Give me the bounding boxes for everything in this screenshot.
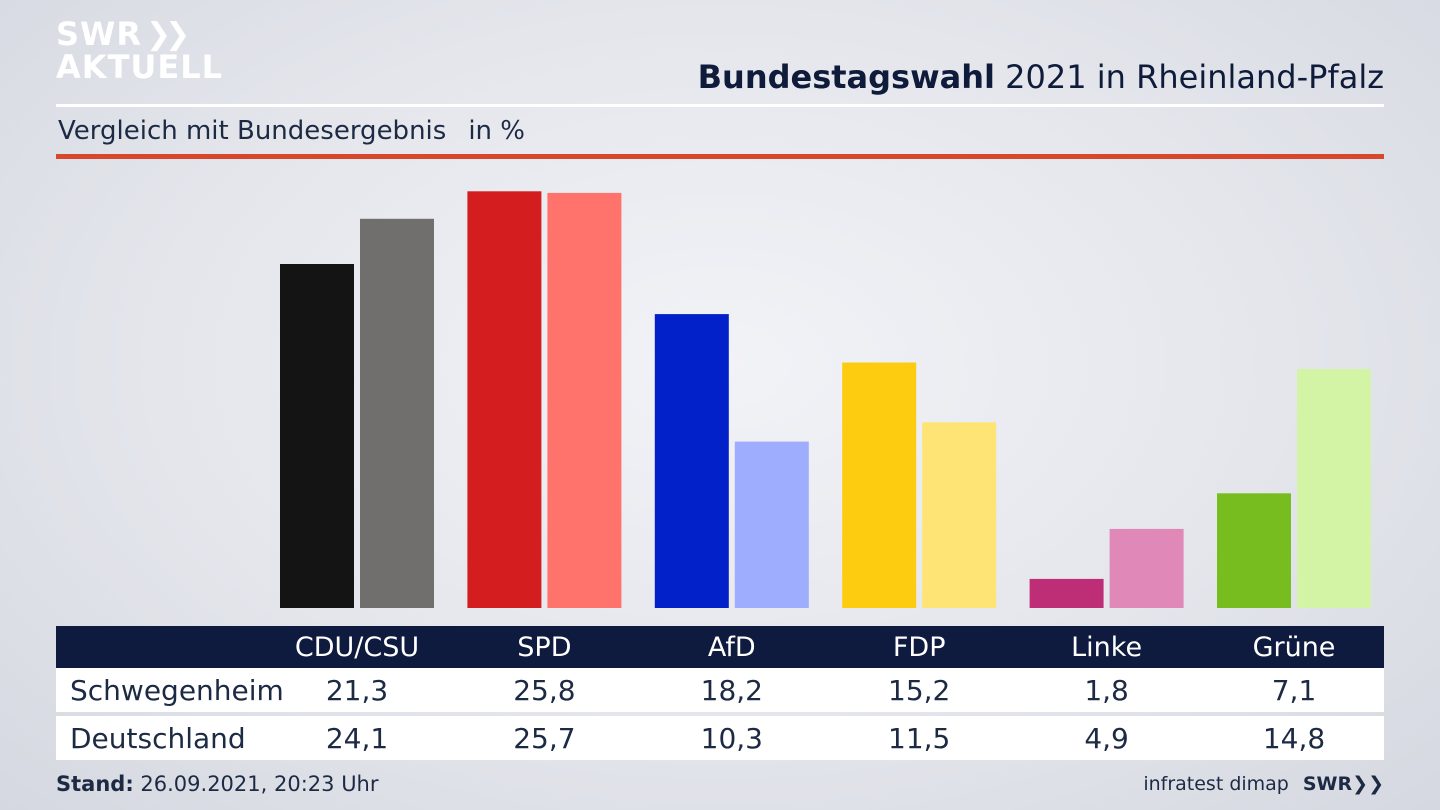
page-title: Bundestagswahl 2021 in Rheinland-Pfalz xyxy=(698,58,1384,96)
value-cell: 25,7 xyxy=(513,721,576,755)
column-header: CDU/CSU xyxy=(294,631,420,663)
column-header: Linke xyxy=(1071,631,1143,663)
bar-schwegenheim-5 xyxy=(1217,493,1291,608)
title-bold: Bundestagswahl xyxy=(697,58,995,96)
bar-schwegenheim-1 xyxy=(467,191,542,609)
value-cell: 1,8 xyxy=(1084,673,1129,707)
value-cell: 24,1 xyxy=(325,721,389,755)
table-row: Deutschland 24,1 25,7 10,3 11,5 4,9 14,8 xyxy=(56,716,1384,760)
column-header: Grüne xyxy=(1252,631,1336,663)
timestamp: Stand: 26.09.2021, 20:23 Uhr xyxy=(56,772,379,796)
double-chevron-icon: ❯❯ xyxy=(145,17,190,52)
timestamp-label: Stand: xyxy=(56,772,134,796)
table-header-row: CDU/CSU SPD AfD FDP Linke Grüne xyxy=(56,626,1384,668)
logo-aktuell-text: AKTUELL xyxy=(56,48,224,86)
bar-deutschland-4 xyxy=(1109,528,1184,608)
bar-schwegenheim-0 xyxy=(280,264,354,608)
title-rest: 2021 in Rheinland-Pfalz xyxy=(1005,58,1384,96)
bar-deutschland-5 xyxy=(1297,369,1371,608)
logo-swr-text: SWR xyxy=(56,15,142,53)
value-cell: 10,3 xyxy=(700,721,763,755)
source-text: infratest dimap xyxy=(1143,773,1289,795)
value-cell: 14,8 xyxy=(1262,721,1326,755)
bar-schwegenheim-4 xyxy=(1029,578,1104,608)
value-cell: 18,2 xyxy=(700,673,763,707)
column-header: AfD xyxy=(707,631,756,663)
header-divider xyxy=(56,104,1384,107)
unit-text: in % xyxy=(468,116,525,146)
subtitle-text: Vergleich mit Bundesergebnis xyxy=(58,116,447,146)
value-cell: 25,8 xyxy=(513,673,576,707)
column-header: FDP xyxy=(892,631,946,663)
double-chevron-icon: ❯❯ xyxy=(1352,773,1384,795)
value-cell: 11,5 xyxy=(888,721,951,755)
timestamp-value: 26.09.2021, 20:23 Uhr xyxy=(140,772,379,796)
bar-schwegenheim-3 xyxy=(842,362,917,608)
results-table: CDU/CSU SPD AfD FDP Linke Grüne Schwegenheim … xyxy=(56,626,1384,760)
value-cell: 21,3 xyxy=(325,673,389,707)
row-label: Deutschland xyxy=(70,721,246,755)
table-row: Schwegenheim 21,3 25,8 18,2 15,2 1,8 7,1 xyxy=(56,668,1384,712)
value-cell: 4,9 xyxy=(1084,721,1129,755)
bar-schwegenheim-2 xyxy=(654,314,729,608)
value-cell: 7,1 xyxy=(1271,673,1317,707)
column-header: SPD xyxy=(517,631,572,663)
bar-deutschland-1 xyxy=(547,192,622,608)
brand-logo: SWR❯❯ xyxy=(1303,773,1384,795)
bar-deutschland-2 xyxy=(734,441,809,608)
brand-text: SWR xyxy=(1302,773,1353,795)
source-credit: infratest dimap SWR❯❯ xyxy=(1143,773,1384,795)
accent-divider xyxy=(56,154,1384,159)
bar-deutschland-0 xyxy=(360,218,434,609)
swr-aktuell-logo: SWR ❯❯ AKTUELL xyxy=(56,18,223,84)
bar-deutschland-3 xyxy=(922,422,997,608)
chart-subtitle: Vergleich mit Bundesergebnis in % xyxy=(58,116,525,146)
value-cell: 15,2 xyxy=(888,673,951,707)
row-label: Schwegenheim xyxy=(70,673,284,707)
